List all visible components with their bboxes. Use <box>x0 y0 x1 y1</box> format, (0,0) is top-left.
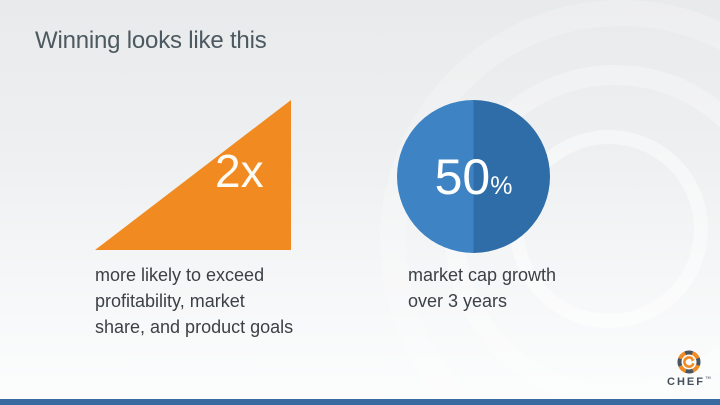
caption-line: market cap growth <box>408 265 557 285</box>
brand-wordmark: CHEF™ <box>657 376 720 388</box>
stat-triangle-group: 2x <box>95 100 291 250</box>
stat-circle-50: 50% <box>397 100 550 253</box>
caption-line: over 3 years <box>408 291 508 311</box>
caption-line: more likely to exceed <box>95 265 265 285</box>
triangle-shape <box>95 100 291 250</box>
chef-logo-icon <box>677 350 701 374</box>
stat-caption-2x: more likely to exceed profitability, mar… <box>95 262 325 340</box>
brand-name: CHEF <box>667 376 705 388</box>
stat-value-2x: 2x <box>215 145 264 197</box>
slide-title: Winning looks like this <box>35 27 267 54</box>
stat-value-50: 50 <box>434 148 491 205</box>
stat-unit-percent: % <box>490 172 513 200</box>
trademark-symbol: ™ <box>704 376 711 383</box>
stat-caption-50: market cap growth over 3 years <box>408 262 628 314</box>
caption-line: profitability, market <box>95 291 245 311</box>
chef-brand: CHEF™ <box>657 350 720 388</box>
footer-accent-bar <box>0 399 720 405</box>
caption-line: share, and product goals <box>95 317 294 337</box>
